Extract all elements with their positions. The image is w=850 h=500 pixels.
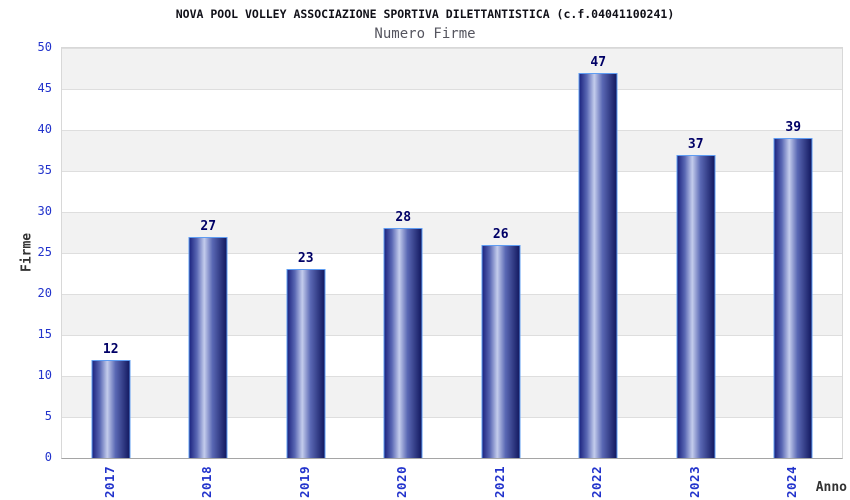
bar-value-2017: 12 — [102, 341, 119, 357]
y-tick-label-20: 20 — [37, 285, 52, 300]
bar-2017 — [91, 359, 131, 458]
bar-slot-2020: 28 — [355, 48, 453, 458]
y-tick-label-0: 0 — [44, 449, 52, 464]
bar-slot-2018: 27 — [160, 48, 258, 458]
y-tick-label-10: 10 — [37, 367, 52, 382]
x-tick-label-2021: 2021 — [491, 465, 507, 498]
bar-value-2024: 39 — [785, 120, 802, 136]
bar-2023 — [676, 154, 716, 458]
bar-2020 — [383, 228, 423, 458]
chart-title: NOVA POOL VOLLEY ASSOCIAZIONE SPORTIVA D… — [175, 7, 675, 21]
bar-2018 — [188, 236, 228, 458]
bar-2024 — [773, 138, 813, 458]
y-tick-label-5: 5 — [44, 408, 52, 423]
x-tick-label-2018: 2018 — [199, 465, 215, 498]
y-tick-label-40: 40 — [37, 121, 52, 136]
bar-value-2019: 23 — [297, 251, 314, 267]
bar-slot-2017: 12 — [62, 48, 160, 458]
bar-slot-2022: 47 — [550, 48, 648, 458]
y-tick-label-15: 15 — [37, 326, 52, 341]
bar-slot-2021: 26 — [452, 48, 550, 458]
y-tick-label-45: 45 — [37, 80, 52, 95]
y-tick-label-25: 25 — [37, 244, 52, 259]
bar-slot-2023: 37 — [647, 48, 745, 458]
bar-value-2021: 26 — [492, 226, 509, 242]
bar-2019 — [286, 269, 326, 458]
x-tick-label-2024: 2024 — [784, 465, 800, 498]
bar-value-2023: 37 — [687, 136, 704, 152]
x-tick-label-2023: 2023 — [686, 465, 702, 498]
bar-value-2022: 47 — [590, 54, 607, 70]
y-tick-label-30: 30 — [37, 203, 52, 218]
bar-value-2020: 28 — [395, 210, 412, 226]
bar-slot-2019: 23 — [257, 48, 355, 458]
bar-slot-2024: 39 — [745, 48, 843, 458]
x-tick-label-2022: 2022 — [589, 465, 605, 498]
plot-area: 12 27 23 28 26 47 37 39 — [61, 47, 843, 459]
bar-value-2018: 27 — [200, 218, 217, 234]
x-axis-title: Anno — [815, 480, 847, 495]
x-tick-label-2017: 2017 — [101, 465, 117, 498]
chart-subtitle: Numero Firme — [374, 26, 476, 42]
x-tick-label-2020: 2020 — [394, 465, 410, 498]
x-tick-label-2019: 2019 — [296, 465, 312, 498]
y-tick-label-50: 50 — [37, 39, 52, 54]
bar-2021 — [481, 244, 521, 458]
bars-layer: 12 27 23 28 26 47 37 39 — [62, 48, 842, 458]
bar-2022 — [578, 72, 618, 458]
y-tick-label-35: 35 — [37, 162, 52, 177]
